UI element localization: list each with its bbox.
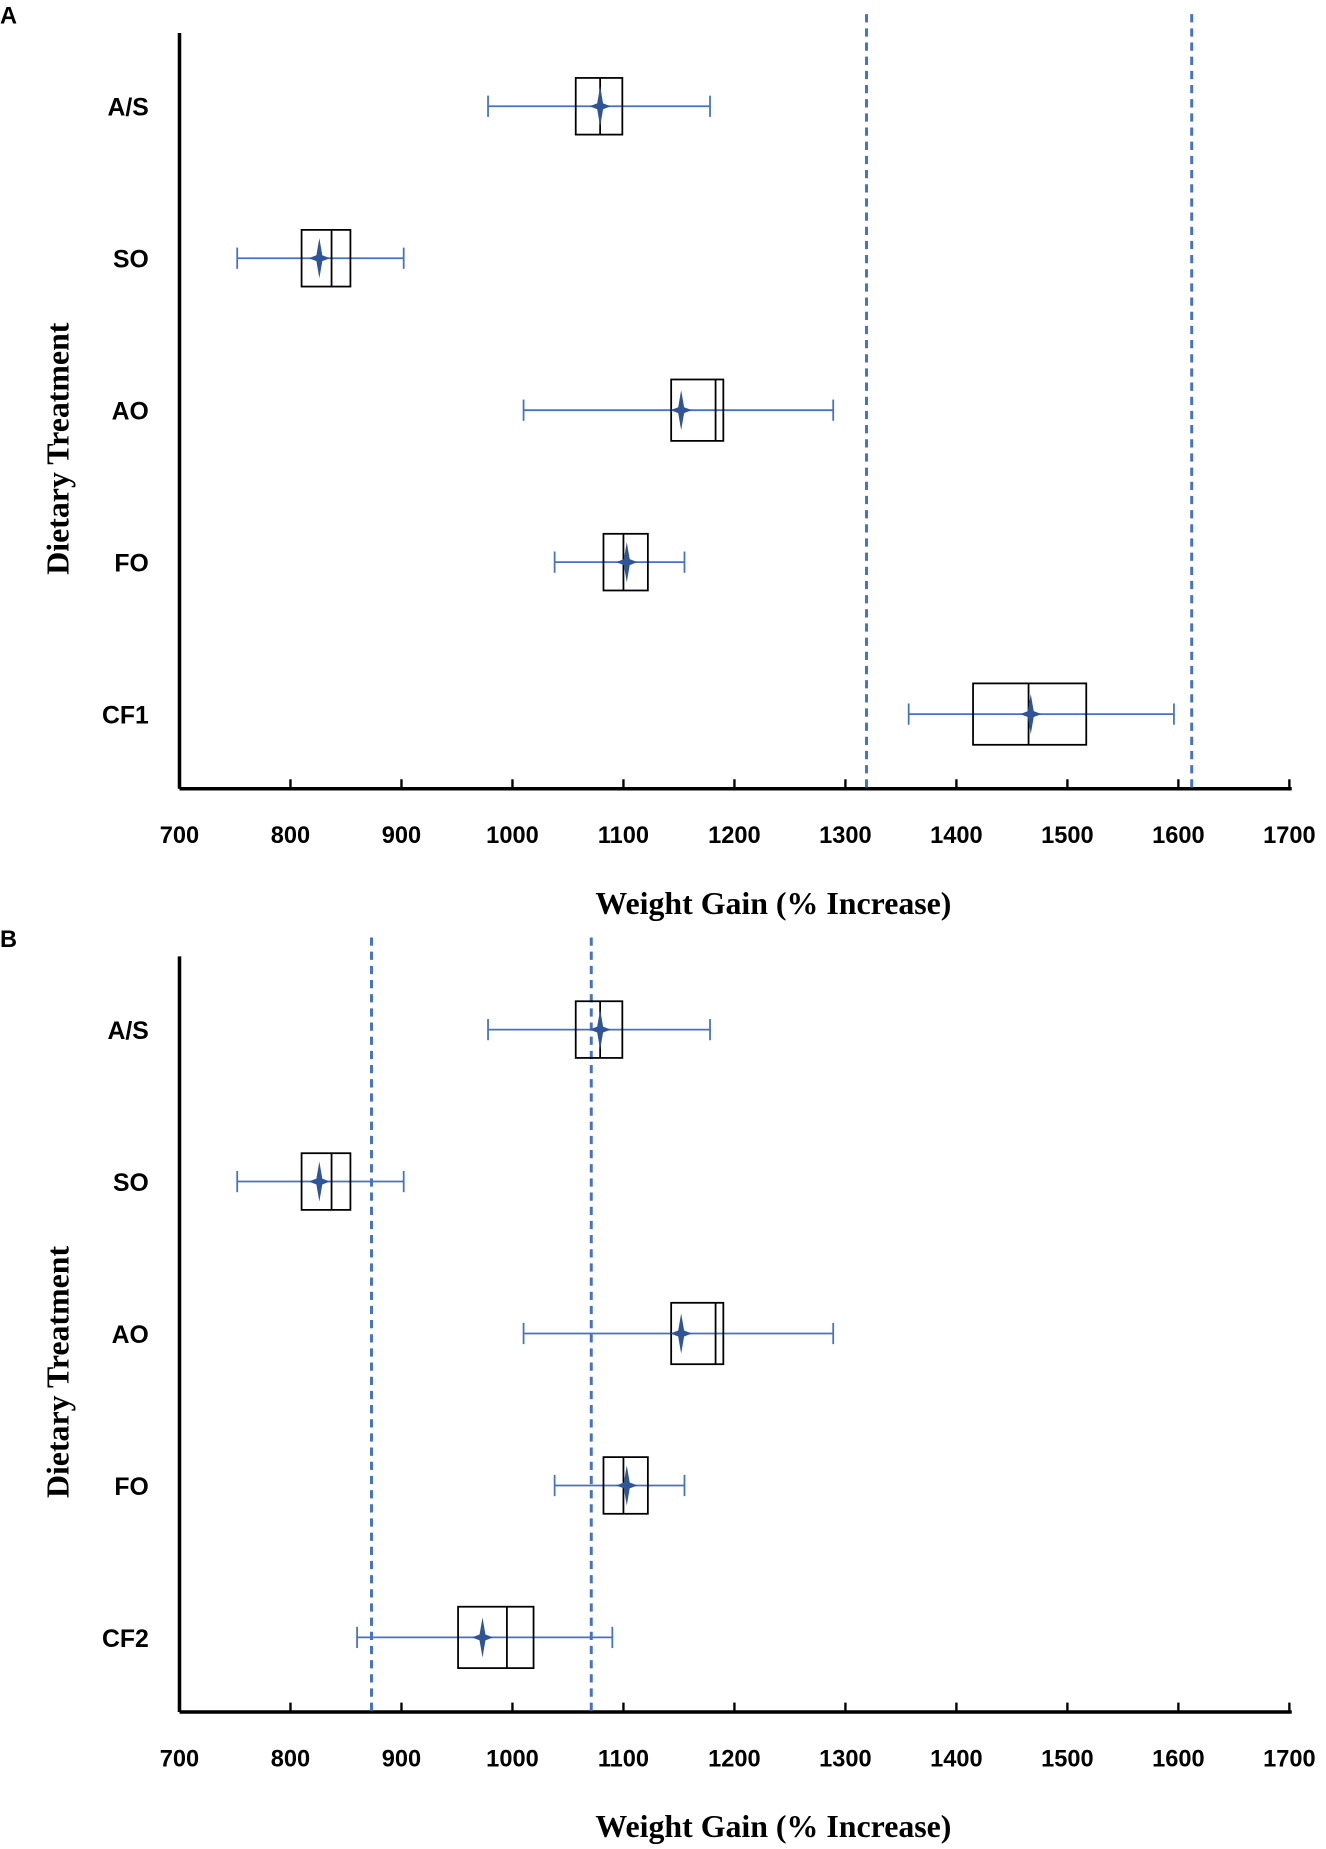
x-tick-label: 700 [160, 823, 199, 849]
box-ao: AO [112, 378, 835, 442]
y-tick-label: CF1 [102, 703, 149, 730]
mean-marker [616, 542, 638, 583]
iqr-box [574, 77, 624, 136]
box-so: SO [113, 228, 405, 288]
mean-marker [616, 1465, 638, 1506]
iqr-box [574, 1000, 624, 1059]
x-tick-label: 1400 [930, 1746, 983, 1772]
x-tick-label: 1300 [819, 823, 872, 849]
box-a-s: A/S [107, 77, 711, 136]
iqr-box [457, 1605, 535, 1670]
mean-marker [308, 1161, 330, 1202]
x-tick-label: 800 [271, 823, 310, 849]
y-tick-label: A/S [107, 95, 148, 122]
iqr-box [602, 532, 649, 592]
x-tick-label: 900 [382, 1746, 421, 1772]
y-axis-title: Dietary Treatment [41, 1246, 76, 1499]
mean-marker [589, 86, 611, 127]
x-tick-label: 1400 [930, 823, 983, 849]
x-axis-title: Weight Gain (% Increase) [595, 886, 951, 921]
x-tick-label: 800 [271, 1746, 310, 1772]
mean-marker [589, 1009, 611, 1050]
x-axis-title: Weight Gain (% Increase) [595, 1809, 951, 1844]
x-tick-label: 1500 [1041, 1746, 1094, 1772]
iqr-box [602, 1456, 649, 1515]
box-so: SO [113, 1152, 405, 1211]
y-tick-label: AO [112, 1322, 149, 1349]
mean-marker [670, 1313, 692, 1354]
y-axis-title: Dietary Treatment [41, 322, 76, 575]
x-tick-label: 1200 [708, 1746, 761, 1772]
box-cf2: CF2 [102, 1605, 614, 1670]
y-tick-label: FO [114, 1474, 148, 1501]
x-tick-label: 1700 [1263, 1746, 1316, 1772]
box-cf1: CF1 [102, 682, 1175, 746]
x-tick-label: 1600 [1152, 1746, 1205, 1772]
x-tick-label: 1100 [598, 823, 649, 849]
iqr-box [300, 1152, 352, 1211]
x-tick-label: 900 [382, 823, 421, 849]
box-fo: FO [114, 532, 686, 592]
y-tick-label: SO [113, 1170, 149, 1197]
y-tick-label: SO [113, 247, 149, 274]
y-tick-label: FO [114, 551, 148, 578]
mean-marker [308, 238, 330, 279]
panel-A: A 700 800 900 1000 1100 1200 1300 1400 1500 1600 17… [0, 4, 1316, 921]
panel-label: B [0, 927, 17, 953]
x-tick-label: 1500 [1041, 823, 1094, 849]
iqr-box [972, 682, 1088, 746]
x-tick-label: 1000 [486, 1746, 539, 1772]
x-tick-label: 1700 [1263, 823, 1316, 849]
x-tick-label: 700 [160, 1746, 199, 1772]
iqr-box [300, 228, 352, 288]
y-tick-label: AO [112, 399, 149, 426]
x-tick-label: 1000 [486, 823, 539, 849]
box-fo: FO [114, 1456, 686, 1515]
box-ao: AO [112, 1301, 835, 1366]
box-a-s: A/S [107, 1000, 711, 1059]
x-tick-label: 1100 [598, 1746, 649, 1772]
y-tick-label: CF2 [102, 1626, 149, 1653]
panel-B: B 700 800 900 1000 1100 1200 1300 1400 1500 1600 17… [0, 927, 1316, 1844]
mean-marker [1020, 694, 1042, 735]
mean-marker [670, 390, 692, 431]
mean-marker [471, 1617, 494, 1658]
y-tick-label: A/S [107, 1018, 148, 1045]
panel-label: A [0, 4, 17, 30]
x-tick-label: 1600 [1152, 823, 1205, 849]
x-tick-label: 1300 [819, 1746, 872, 1772]
x-tick-label: 1200 [708, 823, 761, 849]
